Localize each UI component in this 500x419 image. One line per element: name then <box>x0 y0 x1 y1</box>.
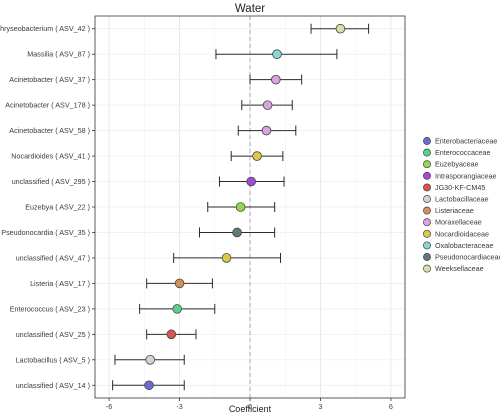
legend-item: Pseudonocardiaceae <box>423 253 500 262</box>
y-tick-label: unclassified ( ASV_295 ) <box>12 177 90 186</box>
data-point <box>232 227 242 238</box>
data-point <box>144 380 154 391</box>
chart-title: Water <box>235 3 265 15</box>
y-tick-label: unclassified ( ASV_47 ) <box>16 253 90 262</box>
legend-swatch <box>423 148 431 157</box>
legend-swatch <box>423 171 431 180</box>
legend-swatch <box>423 206 431 215</box>
legend-item: Moraxellaceae <box>423 218 482 227</box>
legend-label: Pseudonocardiaceae <box>435 253 500 262</box>
y-tick-label: Acinetobacter ( ASV_37 ) <box>9 75 90 84</box>
legend-swatch <box>423 160 431 169</box>
y-tick-label: Massilia ( ASV_87 ) <box>27 50 90 59</box>
data-point <box>272 49 282 59</box>
legend-label: Nocardioidaceae <box>435 229 489 238</box>
legend-item: JG30-KF-CM45 <box>423 183 485 192</box>
data-point <box>261 125 272 136</box>
legend-swatch <box>423 218 431 227</box>
data-point <box>252 151 262 161</box>
legend-label: Euzebyaceae <box>435 160 479 169</box>
legend-item: Enterococcaceae <box>423 148 491 157</box>
legend-swatch <box>423 253 431 261</box>
data-point <box>246 176 256 187</box>
legend: Enterobacteriaceae Enterococcaceae Euzebya… <box>423 137 500 273</box>
data-point <box>271 74 281 85</box>
legend-label: Listeriaceae <box>435 206 474 215</box>
x-tick-label: 0 <box>248 402 252 411</box>
y-tick-label: unclassified ( ASV_14 ) <box>16 381 90 390</box>
legend-item: Weeksellaceae <box>423 264 484 273</box>
legend-item: Intrasporangiaceae <box>423 171 497 180</box>
x-tick-label: -6 <box>106 402 112 411</box>
data-point <box>145 354 155 365</box>
data-point <box>174 278 185 289</box>
data-point <box>221 253 232 263</box>
legend-swatch <box>423 264 431 273</box>
legend-label: Moraxellaceae <box>435 218 482 227</box>
legend-item: Lactobacillaceae <box>423 195 489 204</box>
legend-label: Enterobacteriaceae <box>435 137 497 146</box>
legend-item: Oxalobacteraceae <box>423 241 493 250</box>
y-tick-label: Euzebya ( ASV_22 ) <box>25 203 90 212</box>
y-tick-label: Nocardioides ( ASV_41 ) <box>11 152 90 161</box>
y-tick-label: Chryseobacterium ( ASV_42 ) <box>0 24 90 33</box>
y-tick-label: Listeria ( ASV_17 ) <box>30 279 90 288</box>
legend-item: Nocardioidaceae <box>423 229 489 238</box>
legend-swatch <box>423 137 431 145</box>
legend-label: Intrasporangiaceae <box>435 171 497 180</box>
legend-swatch <box>423 241 431 250</box>
legend-label: Lactobacillaceae <box>435 195 489 204</box>
data-point <box>262 100 273 110</box>
x-axis-label: Coefficient <box>229 404 272 414</box>
legend-label: JG30-KF-CM45 <box>435 183 485 192</box>
data-point <box>335 23 346 34</box>
legend-swatch <box>423 229 431 238</box>
legend-swatch <box>423 183 431 192</box>
data-point <box>166 329 177 340</box>
legend-item: Euzebyaceae <box>423 160 479 169</box>
x-tick-label: 3 <box>318 402 322 411</box>
y-tick-label: Acinetobacter ( ASV_178 ) <box>5 101 90 110</box>
x-tick-label: 6 <box>389 402 393 411</box>
legend-item: Enterobacteriaceae <box>423 137 497 146</box>
x-tick-label: -3 <box>176 402 182 411</box>
data-point <box>172 304 182 314</box>
plot-area: Chryseobacterium ( ASV_42 ) Massilia ( AS… <box>0 15 406 411</box>
y-tick-label: Acinetobacter ( ASV_58 ) <box>9 126 90 135</box>
y-tick-label: unclassified ( ASV_25 ) <box>16 330 90 339</box>
legend-label: Weeksellaceae <box>435 264 484 273</box>
y-tick-label: Lactobacillus ( ASV_5 ) <box>16 355 90 364</box>
legend-label: Enterococcaceae <box>435 148 491 157</box>
legend-swatch <box>423 195 431 203</box>
legend-item: Listeriaceae <box>423 206 474 215</box>
y-tick-label: Pseudonocardia ( ASV_35 ) <box>1 228 90 237</box>
legend-label: Oxalobacteraceae <box>435 241 493 250</box>
y-tick-label: Enterococcus ( ASV_23 ) <box>10 304 90 313</box>
data-point <box>235 202 246 212</box>
